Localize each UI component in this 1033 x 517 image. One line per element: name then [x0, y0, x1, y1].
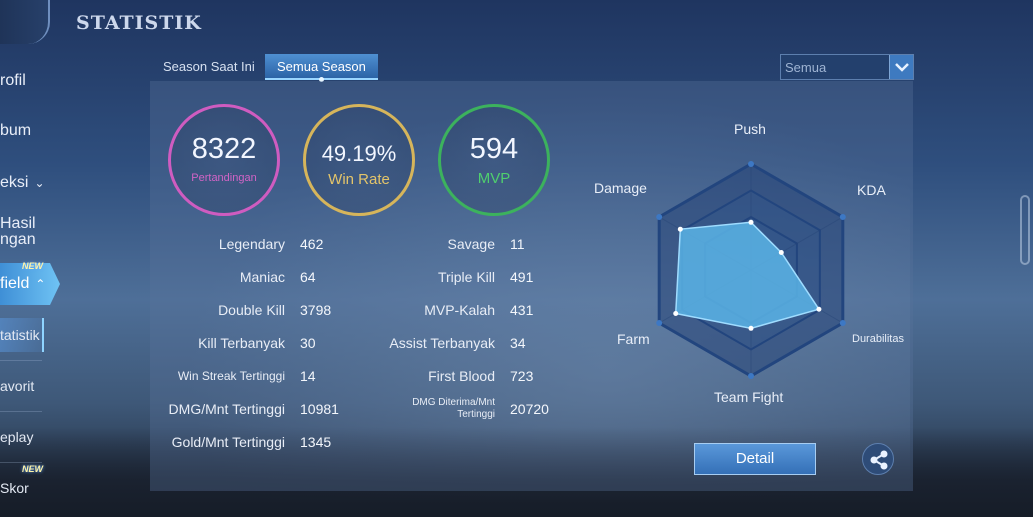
sidebar-item-label: field [0, 275, 30, 292]
new-badge: NEW [22, 261, 43, 271]
sidebar-item-battlefield-label-row: field ⌃ [0, 275, 60, 293]
radar-vertex-dot [656, 214, 663, 220]
stat-label: Triple Kill [437, 269, 495, 285]
tab-semua-season[interactable]: Semua Season [265, 54, 378, 82]
stat-label: Win Streak Tertinggi [177, 369, 285, 383]
sidebar-item-label: Hasil [0, 216, 36, 232]
stat-value: 1345 [300, 434, 332, 450]
stat-value: 30 [300, 335, 316, 351]
sidebar-subitem-label: tatistik [0, 327, 40, 343]
stat-value: 431 [510, 302, 534, 318]
stat-value: 11 [510, 236, 525, 252]
stat-value: 462 [300, 236, 324, 252]
tab-label: Season Saat Ini [163, 59, 255, 74]
divider [0, 462, 42, 463]
radar-vertex-dot [839, 214, 846, 220]
radar-axis-label: Durabilitas [852, 333, 904, 345]
matches-value: 8322 [191, 133, 257, 165]
sidebar-item-album[interactable]: bum [0, 122, 60, 140]
divider [0, 360, 42, 361]
sidebar: rofil bum eksi ⌄ Hasil ngan [0, 50, 60, 517]
dropdown-value: Semua [785, 60, 827, 75]
share-button[interactable] [862, 443, 894, 475]
sidebar-subitem-label: Skor [0, 480, 29, 496]
radar-vertex-dot [656, 320, 663, 326]
radar-value-point [677, 226, 683, 232]
detail-button[interactable]: Detail [694, 443, 816, 475]
radar-value-point [673, 310, 679, 316]
back-button[interactable] [0, 0, 50, 44]
radar-axis-label: Push [734, 121, 766, 137]
radar-vertex-dot [748, 161, 754, 167]
winrate-label: Win Rate [328, 171, 390, 188]
winrate-value: 49.19% [321, 141, 397, 166]
stat-label: DMG/Mnt Tertinggi [168, 401, 285, 417]
stat-label: First Blood [428, 368, 495, 384]
new-badge: NEW [22, 464, 43, 474]
winrate-circle: 49.19% Win Rate [303, 104, 415, 216]
radar-value-point [748, 219, 754, 225]
stat-label: Gold/Mnt Tertinggi [171, 434, 285, 450]
radar-axis-label: Farm [617, 331, 650, 347]
stat-label: Assist Terbanyak [389, 335, 495, 351]
mvp-circle: 594 MVP [438, 104, 550, 216]
stat-value: 491 [510, 269, 534, 285]
chevron-down-icon: ⌄ [34, 176, 45, 190]
side-panel-handle[interactable] [1020, 195, 1030, 265]
radar-axis-label: Damage [594, 180, 647, 196]
sidebar-subitem-replay[interactable]: eplay [0, 429, 44, 445]
stat-value: 14 [300, 368, 316, 384]
sidebar-subitem-active-bg [0, 318, 44, 352]
divider [0, 411, 42, 412]
sidebar-item-label: rofil [0, 72, 26, 89]
stat-label: MVP-Kalah [424, 302, 495, 318]
radar-axis-label: KDA [857, 182, 886, 198]
stat-label: Kill Terbanyak [198, 335, 285, 351]
stat-label: Maniac [239, 269, 285, 285]
sidebar-subitem-statistik[interactable]: tatistik [0, 327, 44, 343]
sidebar-subitem-skor[interactable]: Skor [0, 480, 44, 496]
stat-value: 10981 [300, 401, 339, 417]
season-filter-dropdown[interactable]: Semua [780, 54, 914, 80]
sidebar-item-label: ngan [0, 231, 36, 248]
sidebar-subitem-favorit[interactable]: avorit [0, 378, 44, 394]
stat-value: 34 [510, 335, 526, 351]
chevron-up-icon: ⌃ [35, 277, 46, 291]
matches-circle: 8322 Pertandingan [168, 104, 280, 216]
stat-value: 20720 [510, 401, 549, 417]
radar-value-point [778, 250, 784, 256]
mvp-label: MVP [477, 170, 511, 187]
stat-label: Double Kill [218, 302, 285, 318]
radar-value-point [816, 306, 822, 312]
sidebar-item-label: bum [0, 122, 32, 139]
sidebar-subitem-label: eplay [0, 429, 34, 445]
stat-label: DMG Diterima/Mnt Tertinggi [412, 397, 495, 420]
stat-value: 3798 [300, 302, 332, 318]
sidebar-item-koleksi[interactable]: eksi ⌄ [0, 174, 60, 192]
sidebar-item-profil[interactable]: rofil [0, 72, 60, 90]
stat-value: 723 [510, 368, 534, 384]
radar-vertex-dot [839, 320, 846, 326]
radar-value-point [748, 325, 754, 331]
mvp-value: 594 [469, 133, 519, 165]
chevron-down-icon[interactable] [889, 55, 913, 79]
radar-vertex-dot [748, 373, 754, 379]
active-tab-indicator [319, 77, 325, 82]
sidebar-item-hasil-tandingan[interactable]: Hasil ngan [0, 216, 60, 248]
sidebar-item-label: eksi [0, 174, 29, 191]
radar-axis-label: Team Fight [714, 389, 784, 405]
tab-season-saat-ini[interactable]: Season Saat Ini [151, 54, 267, 80]
stat-label: Legendary [218, 236, 285, 252]
stat-label: Savage [447, 236, 495, 252]
detail-button-label: Detail [735, 450, 775, 467]
stat-value: 64 [300, 269, 316, 285]
sidebar-item-battlefield[interactable] [0, 263, 60, 305]
sidebar-subitem-label: avorit [0, 378, 35, 394]
share-icon [870, 450, 888, 470]
matches-label: Pertandingan [191, 172, 257, 184]
radar-chart [656, 161, 846, 379]
tab-label: Semua Season [277, 59, 366, 74]
page-title: STATISTIK [76, 12, 202, 34]
